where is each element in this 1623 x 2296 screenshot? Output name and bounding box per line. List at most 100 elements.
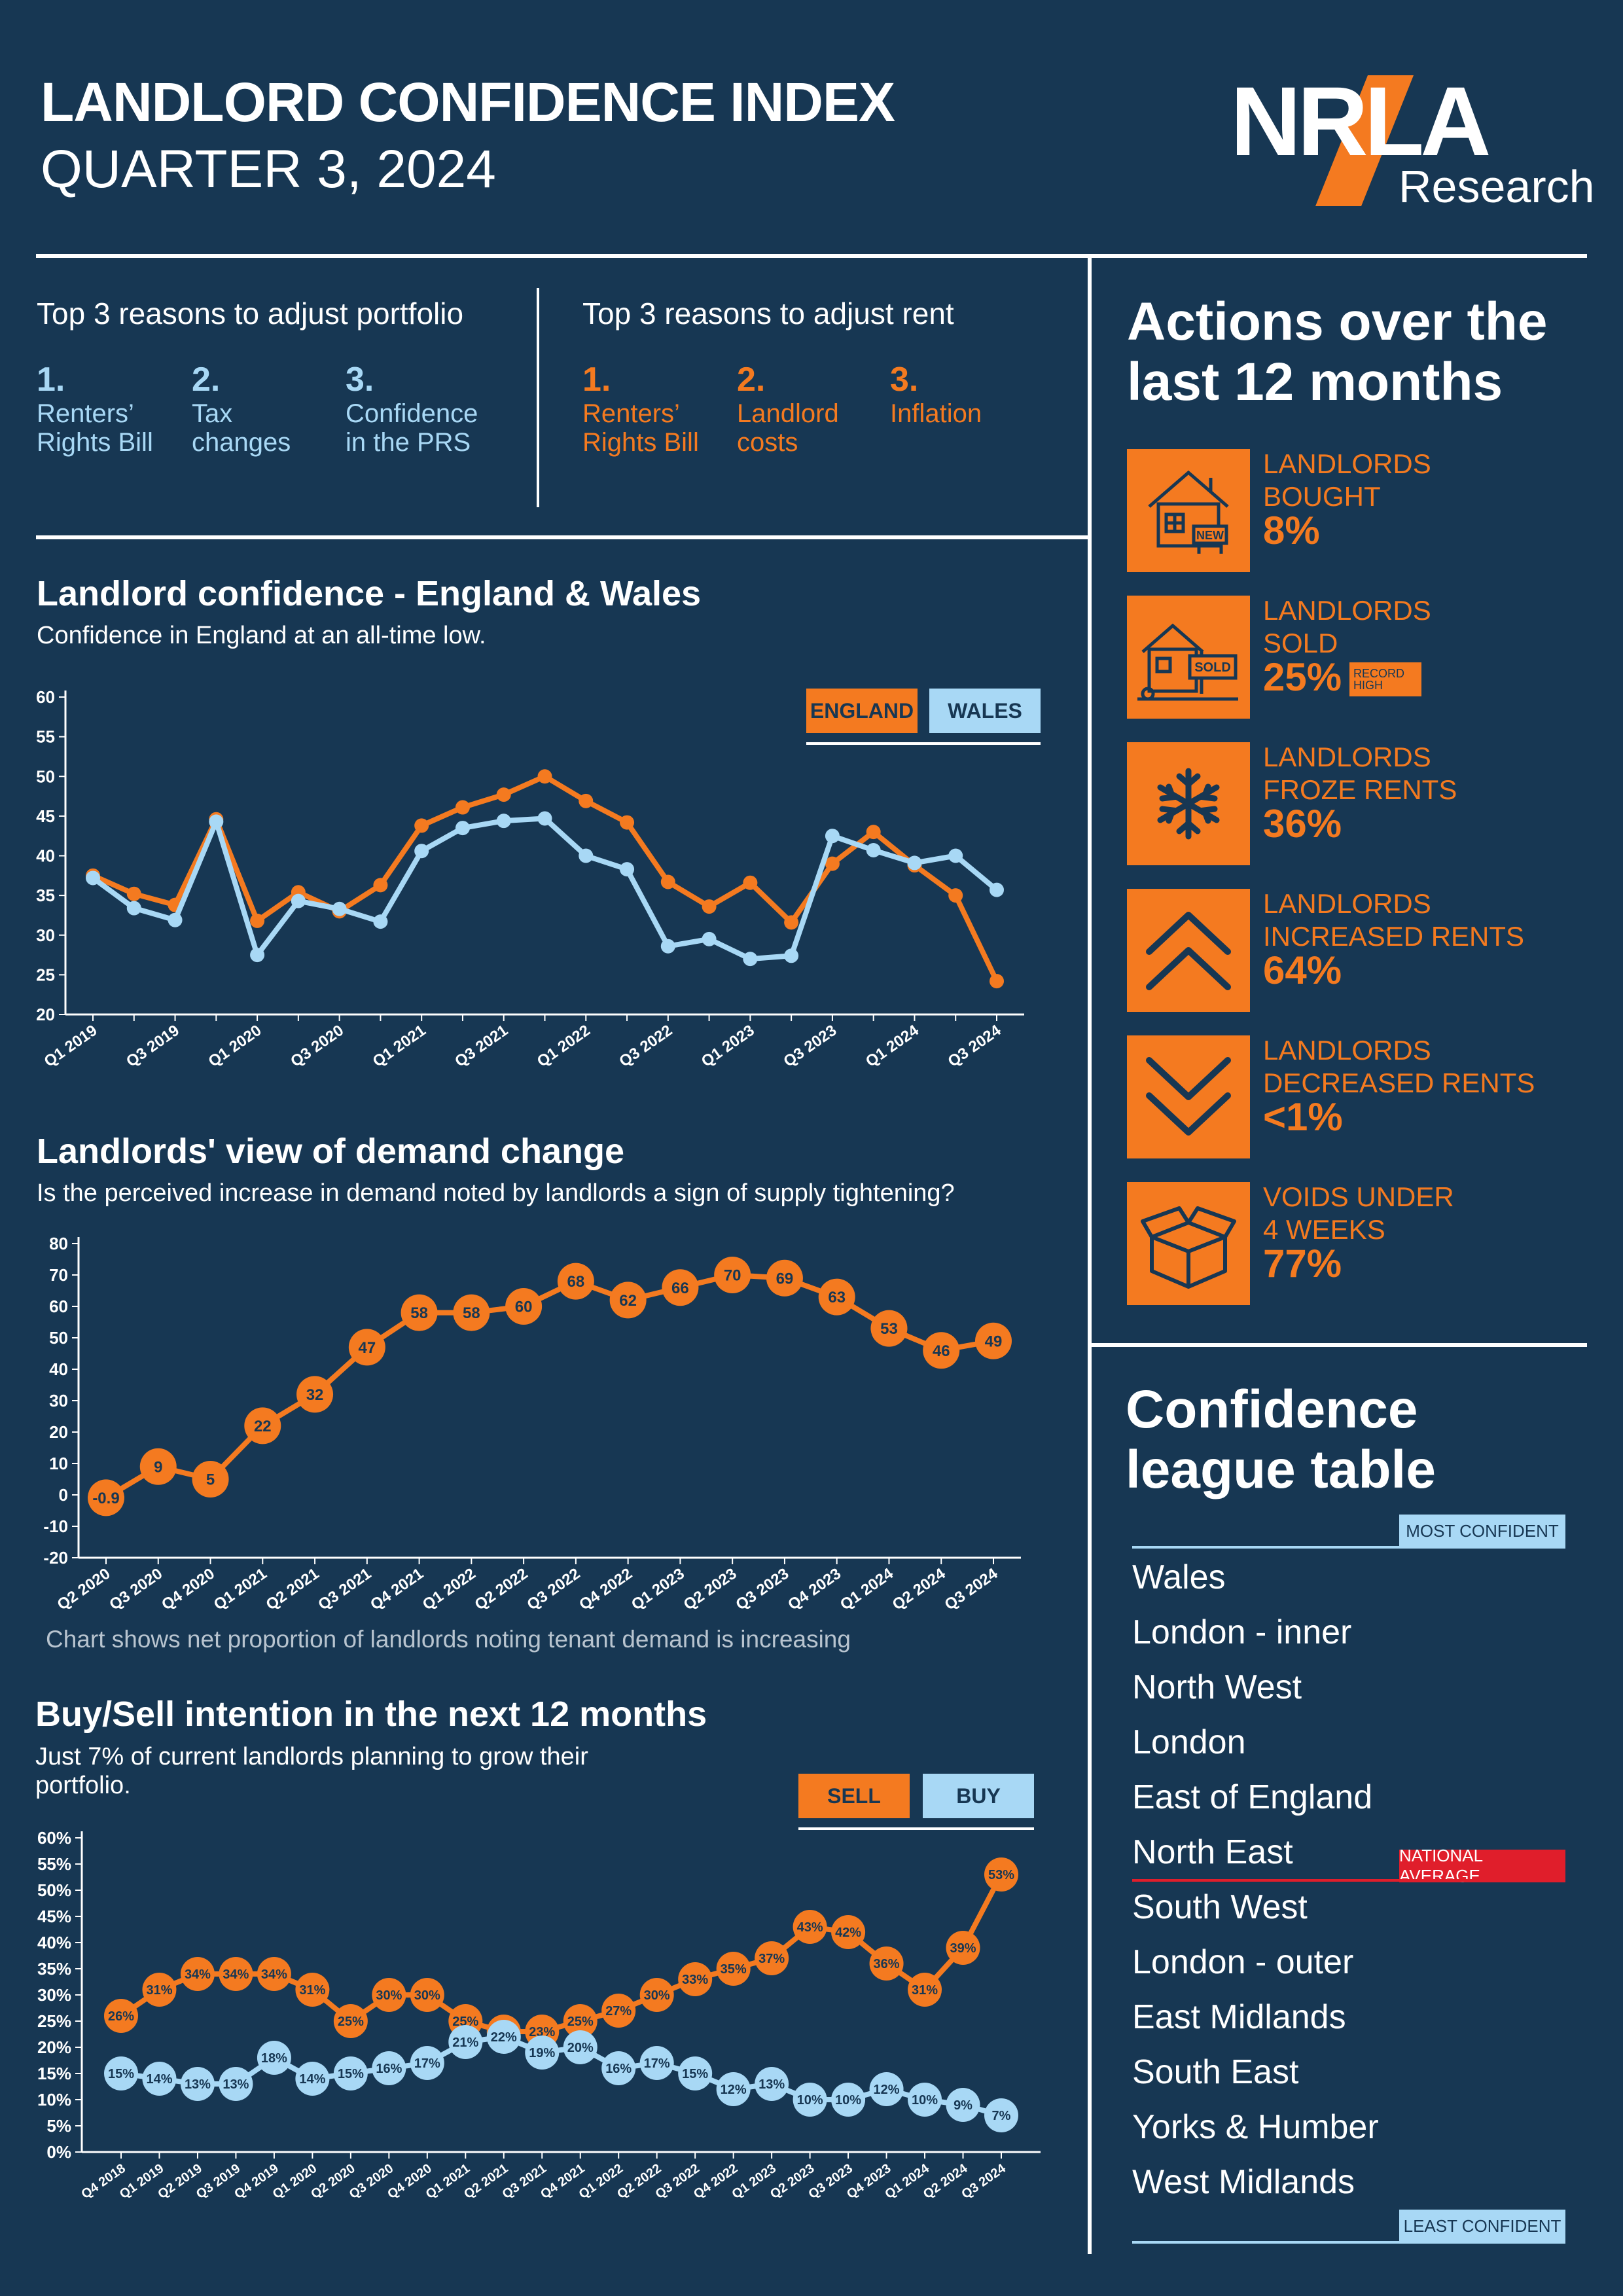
data-label: 13% <box>185 2077 211 2092</box>
confidence-chart-title: Landlord confidence - England & Wales <box>37 574 702 613</box>
data-point <box>257 1957 291 1991</box>
action-increased-value: 64% <box>1263 948 1342 992</box>
data-point <box>984 1857 1018 1892</box>
nrla-logo-mark <box>1315 75 1414 206</box>
y-tick-label: 40 <box>36 846 55 866</box>
y-tick-label: 60% <box>37 1828 71 1848</box>
action-bought-value: 8% <box>1263 509 1320 552</box>
x-tick-label: Q3 2024 <box>959 2161 1008 2202</box>
y-tick-label: 10 <box>49 1454 68 1473</box>
data-label: 36% <box>874 1957 900 1971</box>
data-point <box>496 814 511 829</box>
data-point <box>142 1973 177 2007</box>
data-point <box>219 2067 253 2101</box>
data-point <box>139 1448 177 1485</box>
x-tick-label: Q1 2022 <box>419 1565 479 1614</box>
house-new-icon: NEW <box>1148 470 1229 554</box>
data-label: 68 <box>567 1273 585 1291</box>
x-tick-label: Q3 2020 <box>287 1022 347 1071</box>
x-tick-label: Q3 2024 <box>945 1021 1005 1070</box>
data-point <box>192 1461 229 1498</box>
data-label: 25% <box>567 2015 594 2029</box>
data-point <box>126 901 141 916</box>
data-point <box>601 1994 636 2028</box>
data-point <box>414 818 429 833</box>
data-point <box>908 1973 942 2007</box>
x-tick-label: Q4 2022 <box>576 1565 635 1614</box>
x-tick-label: Q3 2023 <box>780 1022 840 1071</box>
data-label: 34% <box>261 1967 287 1982</box>
data-point <box>678 2056 713 2090</box>
data-point <box>401 1294 438 1331</box>
data-label: 31% <box>299 1983 325 1998</box>
chevron-down-icon <box>1146 1057 1231 1136</box>
x-tick-label: Q1 2021 <box>211 1565 270 1614</box>
data-point <box>563 2004 597 2038</box>
data-label: 32 <box>306 1386 324 1404</box>
right-column-divider <box>1088 258 1092 2254</box>
data-point <box>784 948 799 963</box>
data-point <box>946 1931 980 1965</box>
x-tick-label: Q3 2020 <box>106 1565 166 1614</box>
national-average-tag: NATIONAL AVERAGE <box>1399 1846 1565 1886</box>
data-label: 62 <box>619 1292 637 1310</box>
league-item: London - inner <box>1132 1613 1352 1651</box>
data-point <box>250 913 265 928</box>
legend-underline-buysell <box>798 1827 1034 1830</box>
data-point <box>818 1278 855 1316</box>
data-label: 16% <box>376 2062 402 2076</box>
action-sold-label: LANDLORDS SOLD <box>1263 595 1431 658</box>
y-tick-label: 80 <box>49 1234 68 1253</box>
data-point <box>755 1941 789 1975</box>
portfolio-reason-3-number: 3. <box>346 361 374 399</box>
x-tick-label: Q2 2024 <box>889 1564 949 1613</box>
data-point <box>88 1479 124 1516</box>
rent-reason-2-label: Landlord costs <box>737 399 839 457</box>
data-label: 22 <box>254 1418 272 1435</box>
data-point <box>295 1973 330 2007</box>
nrla-logo: NRLA Research <box>1230 72 1595 213</box>
league-item: East of England <box>1132 1778 1373 1816</box>
series-line-sell <box>119 1873 1004 2034</box>
data-label: 10% <box>797 2093 823 2108</box>
x-tick-label: Q3 2024 <box>942 1564 1001 1613</box>
data-point <box>250 948 265 963</box>
record-high-badge: RECORD HIGH <box>1349 662 1421 696</box>
y-tick-label: 20 <box>36 1005 55 1024</box>
data-label: 33% <box>682 1973 708 1987</box>
data-label: 14% <box>299 2072 325 2087</box>
y-tick-label: 70 <box>49 1265 68 1285</box>
y-tick-label: 25% <box>37 2011 71 2031</box>
y-tick-label: -10 <box>43 1516 68 1536</box>
data-point <box>825 829 840 844</box>
series-line-buy <box>120 2034 1003 2118</box>
data-point <box>766 1259 803 1297</box>
data-label: 58 <box>410 1304 428 1322</box>
portfolio-reason-2: 2. Tax changes <box>192 360 291 457</box>
data-label: 27% <box>605 2004 632 2018</box>
data-label: 16% <box>605 2062 632 2076</box>
league-item: North West <box>1132 1668 1302 1706</box>
page-title: LANDLORD CONFIDENCE INDEX <box>41 71 895 133</box>
data-point <box>660 874 675 889</box>
data-point <box>984 2098 1018 2132</box>
league-item: Wales <box>1132 1558 1226 1596</box>
house-sold-icon: SOLD <box>1137 623 1238 701</box>
data-label: 18% <box>261 2051 287 2066</box>
x-tick-label: Q3 2022 <box>524 1565 583 1614</box>
data-point <box>455 821 470 836</box>
action-increased-tile <box>1127 889 1250 1012</box>
action-bought-label: LANDLORDS BOUGHT <box>1263 448 1431 512</box>
legend-wales: WALES <box>929 689 1041 733</box>
x-tick-label: Q2 2021 <box>263 1565 323 1614</box>
data-label: 43% <box>797 1920 823 1935</box>
data-point <box>373 914 388 929</box>
data-point <box>639 1978 674 2012</box>
y-tick-label: 55 <box>36 727 55 747</box>
header-divider <box>36 254 1587 258</box>
data-point <box>291 893 306 908</box>
action-sold-tile: SOLD <box>1127 596 1250 719</box>
x-tick-label: Q1 2021 <box>370 1022 429 1071</box>
data-point <box>639 2046 674 2080</box>
action-decreased-label: LANDLORDS DECREASED RENTS <box>1263 1035 1535 1098</box>
